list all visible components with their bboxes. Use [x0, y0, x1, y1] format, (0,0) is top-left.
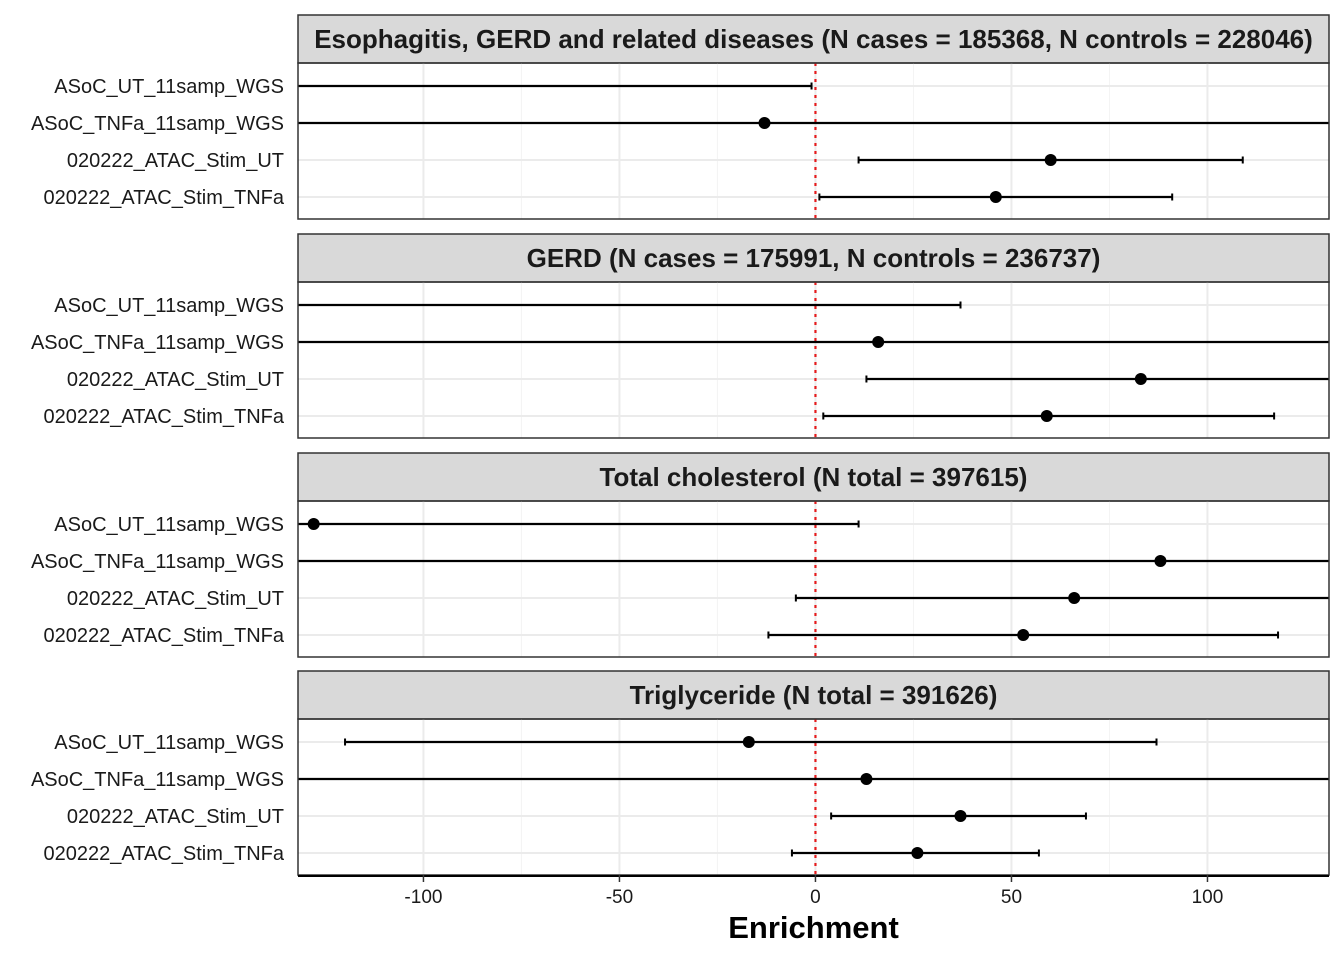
row-label: ASoC_UT_11samp_WGS	[54, 514, 284, 536]
panel-border	[297, 500, 1330, 658]
x-tick-label: 50	[1001, 887, 1022, 908]
row-label: 020222_ATAC_Stim_UT	[67, 369, 284, 391]
row-label: 020222_ATAC_Stim_UT	[67, 806, 284, 828]
facet-title: Esophagitis, GERD and related diseases (…	[314, 24, 1313, 54]
x-tick-label: 100	[1192, 887, 1224, 908]
row-label: ASoC_TNFa_11samp_WGS	[31, 113, 284, 135]
data-point	[1017, 629, 1030, 641]
row-label: ASoC_TNFa_11samp_WGS	[31, 332, 284, 354]
facet-strip	[297, 233, 1330, 283]
x-tick-label: 0	[810, 887, 821, 908]
data-point	[1068, 592, 1081, 604]
row-label: ASoC_UT_11samp_WGS	[54, 76, 284, 98]
data-point	[758, 117, 771, 129]
x-axis-title: Enrichment	[728, 910, 899, 945]
data-point	[742, 736, 755, 748]
data-point	[954, 810, 967, 822]
x-tick-label: -100	[404, 887, 442, 908]
facet-title: Triglyceride (N total = 391626)	[630, 680, 998, 710]
row-label: ASoC_UT_11samp_WGS	[54, 732, 284, 754]
facet-title: Total cholesterol (N total = 397615)	[600, 462, 1028, 492]
x-tick-label: -50	[606, 887, 633, 908]
row-label: 020222_ATAC_Stim_TNFa	[44, 843, 285, 865]
facet-strip	[297, 14, 1330, 64]
row-label: 020222_ATAC_Stim_UT	[67, 150, 284, 172]
data-point	[1154, 555, 1167, 567]
data-point	[1040, 410, 1053, 422]
facet-title: GERD (N cases = 175991, N controls = 236…	[527, 243, 1101, 273]
row-label: ASoC_TNFa_11samp_WGS	[31, 769, 284, 791]
data-point	[872, 336, 885, 348]
data-point	[1134, 373, 1147, 385]
row-label: 020222_ATAC_Stim_UT	[67, 588, 284, 610]
data-point	[1044, 154, 1057, 166]
data-point	[989, 191, 1002, 203]
data-point	[307, 518, 320, 530]
panel-border	[297, 281, 1330, 439]
facet-strip	[297, 452, 1330, 502]
panel-border	[297, 62, 1330, 220]
row-label: 020222_ATAC_Stim_TNFa	[44, 406, 285, 428]
row-label: ASoC_UT_11samp_WGS	[54, 295, 284, 317]
facet-strip	[297, 670, 1330, 720]
row-label: 020222_ATAC_Stim_TNFa	[44, 187, 285, 209]
data-point	[860, 773, 873, 785]
row-label: 020222_ATAC_Stim_TNFa	[44, 625, 285, 647]
data-point	[911, 847, 924, 859]
row-label: ASoC_TNFa_11samp_WGS	[31, 551, 284, 573]
